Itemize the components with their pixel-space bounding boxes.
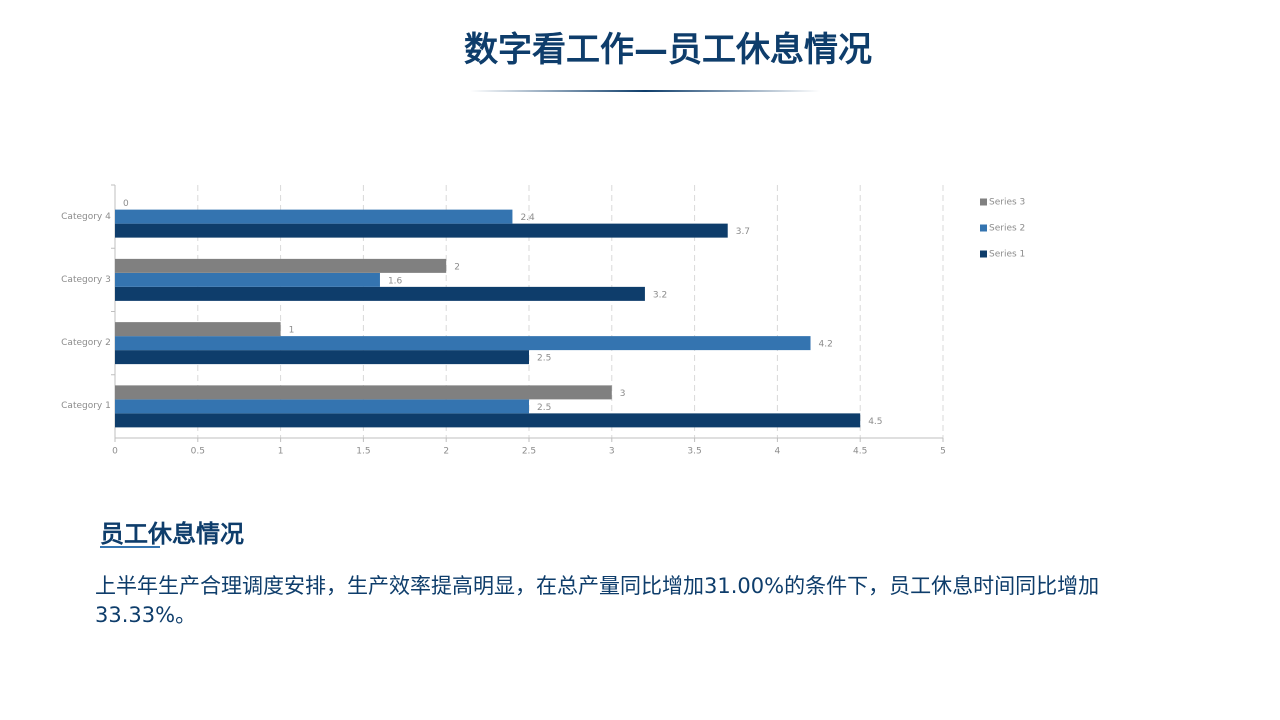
bar [115, 350, 529, 365]
legend-marker [980, 250, 987, 258]
x-tick-label: 4 [775, 447, 781, 457]
x-tick-label: 0 [112, 447, 118, 457]
bar [115, 413, 861, 428]
legend-label: Series 1 [989, 250, 1025, 260]
legend-label: Series 3 [989, 198, 1025, 208]
category-label-box: Category 1 [61, 401, 111, 412]
x-tick-label: 2 [443, 447, 449, 457]
x-tick-label: 5 [940, 447, 946, 457]
data-label: 2.5 [537, 403, 551, 413]
bar [115, 385, 612, 400]
section-heading: 员工休息情况 [100, 520, 244, 548]
section-body: 上半年生产合理调度安排，生产效率提高明显，在总产量同比增加31.00%的条件下，… [95, 574, 1100, 627]
heading-underline [100, 546, 160, 548]
slide-title: 数字看工作—员工休息情况 [464, 30, 872, 70]
data-label: 3.7 [736, 227, 750, 237]
x-tick-label: 1 [278, 447, 284, 457]
x-tick-label: 3 [609, 447, 615, 457]
y-tick-label: Category 4 [61, 211, 111, 222]
category-label-box: Category 2 [61, 338, 111, 349]
y-tick-label: Category 3 [61, 274, 111, 285]
y-tick-label: Category 1 [61, 401, 111, 412]
category-label-box: Category 4 [61, 211, 111, 222]
data-label: 0 [123, 199, 129, 209]
data-label: 4.2 [819, 340, 833, 350]
data-label: 2.5 [537, 354, 551, 364]
category-label-box: Category 3 [61, 274, 111, 285]
bar [115, 286, 645, 301]
legend-label: Series 2 [989, 224, 1025, 234]
data-label: 1 [289, 326, 295, 336]
y-tick-label: Category 2 [61, 338, 111, 349]
chart: 0 0.5 1 1.5 2 2.5 3 3.5 4 4.5 5 Category 1 4.5 2.5 3 Ca… [61, 184, 1025, 457]
title-rule [470, 90, 820, 92]
x-tick-label: 1.5 [356, 447, 370, 457]
bar [115, 336, 811, 351]
x-tick-label: 4.5 [853, 447, 867, 457]
bar [115, 258, 447, 273]
x-tick-label: 2.5 [522, 447, 536, 457]
bar [115, 209, 513, 224]
data-label: 2.4 [520, 213, 535, 223]
bar [115, 223, 728, 238]
data-label: 3.2 [653, 290, 667, 300]
data-label: 3 [620, 389, 626, 399]
data-label: 1.6 [388, 276, 403, 286]
bar [115, 322, 281, 337]
legend-marker [980, 198, 987, 206]
x-tick-label: 0.5 [191, 447, 205, 457]
legend-marker [980, 224, 987, 232]
data-label: 2 [454, 262, 460, 272]
bar [115, 272, 380, 287]
x-tick-label: 3.5 [687, 447, 701, 457]
bar [115, 399, 529, 414]
data-label: 4.5 [868, 417, 882, 427]
